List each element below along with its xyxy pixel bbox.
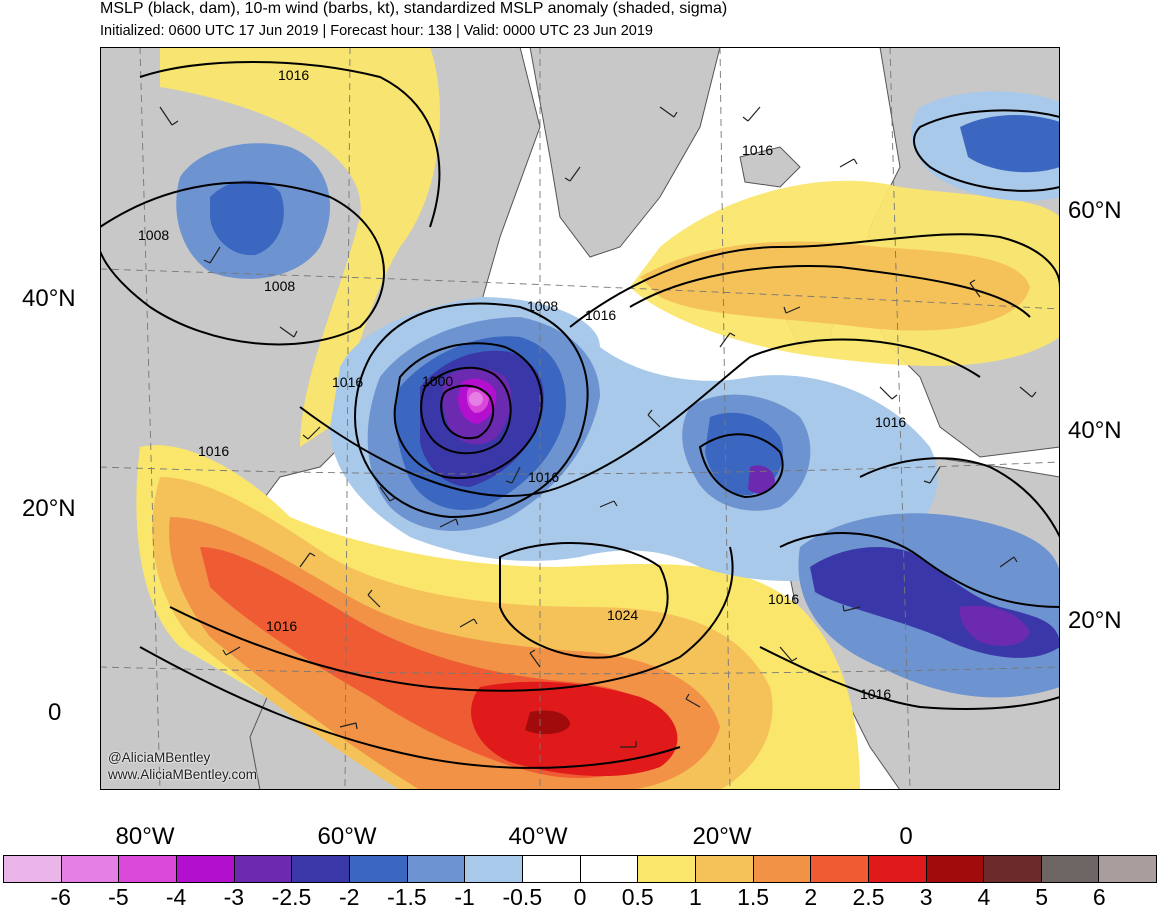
- lat-label-left: 20°N: [22, 495, 76, 522]
- colorbar-tick-label: -2: [338, 884, 360, 910]
- colorbar-box: [695, 856, 754, 882]
- isobar-label: 1016: [266, 618, 297, 634]
- colorbar-tick-label: -3: [223, 884, 245, 910]
- colorbar-box: [4, 856, 62, 882]
- anomaly-positive-tropics-5: [525, 710, 570, 735]
- colorbar-tick-label: 3: [919, 884, 933, 910]
- isobar-label: 1008: [264, 278, 295, 294]
- colorbar-tick-label: -2.5: [271, 884, 312, 910]
- isobar-label: 1016: [332, 374, 363, 390]
- lat-label-right: 20°N: [1068, 607, 1122, 634]
- lat-label-left: 40°N: [22, 285, 76, 312]
- colorbar-tick-label: 1: [688, 884, 702, 910]
- colorbar-box: [638, 856, 696, 882]
- isobar-label: 1016: [742, 142, 773, 158]
- anomaly-positive-tropics-4: [471, 681, 678, 777]
- colorbar-box: [926, 856, 985, 882]
- lon-label: 60°W: [317, 823, 377, 850]
- colorbar-tick-label: 2.5: [852, 884, 885, 910]
- isobar-labels: 1016 1016 1008 1008 1008 1016 1016 1000 …: [138, 67, 906, 702]
- colorbar-box: [811, 856, 869, 882]
- isobar-label: 1016: [585, 307, 616, 323]
- forecast-map: 1016 1016 1008 1008 1008 1016 1016 1000 …: [100, 47, 1060, 790]
- isobar-label: 1016: [278, 67, 309, 83]
- colorbar-box: [868, 856, 927, 882]
- isobar-label: 1016: [768, 591, 799, 607]
- anomaly-negative-hudson-bay-1: [210, 180, 284, 256]
- anomaly-negative-scandinavia-1: [960, 115, 1060, 173]
- lat-label-right: 40°N: [1068, 417, 1122, 444]
- chart-subtitle: Initialized: 0600 UTC 17 Jun 2019 | Fore…: [100, 23, 653, 39]
- colorbar-box: [753, 856, 812, 882]
- colorbar-box: [984, 856, 1042, 882]
- colorbar-tick-label: -1.5: [387, 884, 427, 910]
- map-border: [100, 47, 1060, 790]
- lon-label: 20°W: [692, 823, 752, 850]
- colorbar-tick-label: 4: [977, 884, 991, 910]
- colorbar-tick-label: -1: [454, 884, 475, 910]
- anomaly-negative-west-africa-2: [959, 605, 1030, 646]
- colorbar-tick-label: 6: [1092, 884, 1106, 910]
- colorbar-box: [1041, 856, 1100, 882]
- anomaly-positive-northwest: [160, 47, 440, 447]
- lon-label: 0: [899, 823, 913, 850]
- colorbar-tick-label: -5: [108, 884, 129, 910]
- colorbar-box: [349, 856, 408, 882]
- credit-site: www.AliciaMBentley.com: [108, 767, 258, 782]
- isobar-label: 1008: [527, 298, 558, 314]
- anomaly-minimum-core: [469, 392, 483, 406]
- colorbar-box: [407, 856, 466, 882]
- lat-label-right: 60°N: [1068, 197, 1122, 224]
- iceland: [739, 146, 801, 188]
- wind-barbs: [159, 106, 1037, 748]
- colorbar-tick-label: 5: [1035, 884, 1048, 910]
- colorbar-box: [1099, 856, 1157, 882]
- anomaly-shading: [136, 47, 1060, 790]
- isobar-label: 1016: [875, 414, 906, 430]
- colorbar-tick-label: -0.5: [502, 884, 543, 910]
- lon-label: 80°W: [115, 823, 175, 850]
- isobar-label: 1000: [422, 373, 453, 389]
- colorbar: [3, 855, 1157, 883]
- isobar-label: 1016: [198, 443, 229, 459]
- colorbar-tick-label: 0.5: [621, 884, 654, 910]
- chart-title: MSLP (black, dam), 10-m wind (barbs, kt)…: [100, 0, 728, 17]
- anomaly-positive-northeast-core: [640, 241, 1030, 331]
- colorbar-tick-label: 1.5: [737, 884, 770, 910]
- credit-handle: @AliciaMBentley: [108, 750, 211, 765]
- colorbar-tick-label: -4: [165, 884, 187, 910]
- colorbar-box: [119, 856, 177, 882]
- colorbar-box: [234, 856, 293, 882]
- colorbar-box: [465, 856, 523, 882]
- isobar-label: 1008: [138, 227, 169, 243]
- colorbar-box: [176, 856, 235, 882]
- lat-label-left: 0: [48, 699, 62, 726]
- greenland: [529, 47, 721, 258]
- colorbar-tick-label: -6: [50, 884, 71, 910]
- colorbar-box: [580, 856, 639, 882]
- isobar-label: 1016: [528, 469, 559, 485]
- colorbar-tick-label: 2: [804, 884, 818, 910]
- colorbar-box: [61, 856, 120, 882]
- isobar-label: 1024: [607, 607, 638, 623]
- anomaly-negative-east-atlantic-2: [748, 465, 775, 494]
- lon-label: 40°W: [508, 823, 568, 850]
- colorbar-box: [292, 856, 350, 882]
- colorbar-tick-label: 0: [573, 884, 587, 910]
- isobars: [100, 61, 1060, 769]
- colorbar-box: [522, 856, 581, 882]
- isobar-label: 1016: [860, 686, 891, 702]
